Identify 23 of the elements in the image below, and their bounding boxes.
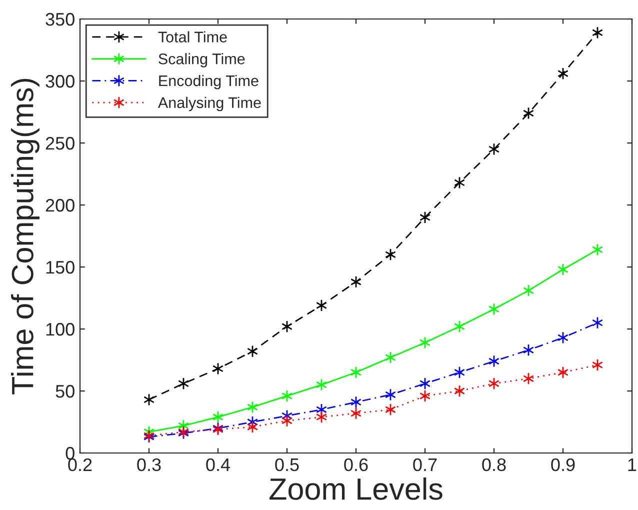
legend-label: Total Time bbox=[158, 31, 227, 42]
x-tick-label: 0.9 bbox=[551, 458, 575, 472]
x-tick-label: 0.3 bbox=[137, 458, 161, 472]
x-tick-label: 0.8 bbox=[482, 458, 506, 472]
x-tick-label: 1 bbox=[628, 458, 636, 471]
y-tick-label: 300 bbox=[46, 74, 74, 88]
x-tick-label: 0.2 bbox=[68, 458, 92, 472]
y-tick-label: 150 bbox=[46, 260, 74, 274]
x-tick-label: 0.4 bbox=[206, 458, 230, 472]
x-tick-label: 0.6 bbox=[344, 458, 368, 472]
y-axis-title: Time of Computing(ms) bbox=[10, 78, 40, 394]
legend-label: Analysing Time bbox=[158, 96, 261, 112]
legend-label: Scaling Time bbox=[158, 53, 245, 68]
y-tick-label: 350 bbox=[46, 12, 74, 26]
y-tick-label: 250 bbox=[46, 136, 74, 150]
x-tick-label: 0.7 bbox=[413, 458, 437, 472]
y-tick-label: 0 bbox=[66, 446, 74, 460]
y-tick-label: 100 bbox=[46, 322, 74, 336]
x-tick-label: 0.5 bbox=[275, 458, 299, 472]
y-tick-label: 50 bbox=[56, 384, 74, 398]
x-axis-title: Zoom Levels bbox=[270, 477, 442, 500]
y-tick-label: 200 bbox=[46, 198, 74, 212]
legend-label: Encoding Time bbox=[159, 74, 258, 90]
